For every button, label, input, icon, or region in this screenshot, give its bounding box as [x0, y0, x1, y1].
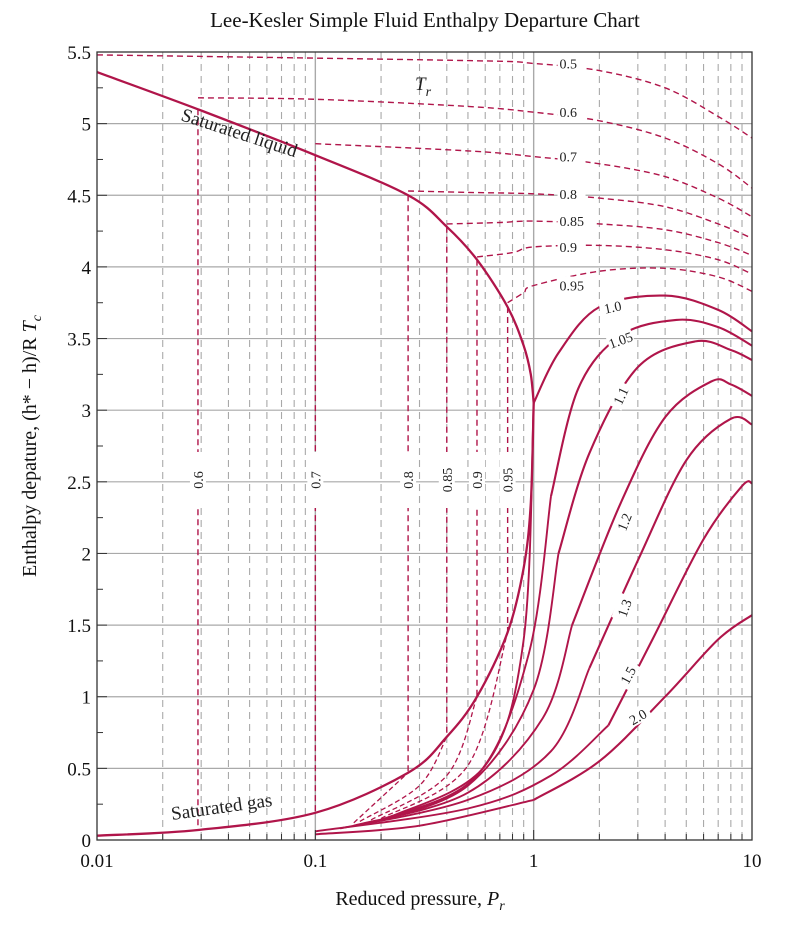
x-axis-label: Reduced pressure, Pr [335, 888, 505, 914]
y-tick-label: 4 [82, 258, 92, 279]
isotherm-label-bg [557, 103, 586, 120]
x-tick-label: 0.01 [80, 851, 113, 872]
isotherm-0.5 [96, 54, 753, 139]
y-axis-label: Enthalpy depature, (h* − h)/R Tc [19, 314, 45, 577]
tr-symbol: Tr [415, 74, 432, 100]
gas-isotherm-0.8 [353, 772, 409, 824]
isotherm-label: 1.2 [615, 512, 635, 534]
y-tick-label: 3.5 [67, 330, 91, 351]
isotherm-1.05 [549, 318, 753, 497]
gas-isotherm-0.85 [359, 736, 448, 822]
isotherm-0.6 [197, 97, 753, 189]
isotherm-label-bg [598, 295, 627, 317]
y-tick-label: 0.5 [67, 759, 91, 780]
vertical-isotherm-label: 0.95 [502, 468, 517, 493]
isotherm-label-bg [557, 237, 586, 254]
y-tick-label: 2 [82, 544, 92, 565]
isotherm-label: 0.7 [560, 151, 578, 166]
isotherm-label: 0.95 [560, 280, 585, 295]
isotherm-0.9 [476, 244, 753, 275]
saturated-gas-label: Saturated gas [170, 790, 274, 825]
saturated-liquid-curve [96, 71, 535, 404]
isotherm-label-bg [557, 184, 586, 201]
y-tick-label: 1.5 [67, 616, 91, 637]
curves [96, 54, 753, 837]
isotherm-label-group: 1.1 [606, 380, 633, 411]
gas-isotherm-0.95 [380, 632, 509, 820]
label-bg [438, 452, 455, 508]
isotherm-label-bg [613, 659, 641, 691]
label-bg [499, 452, 516, 508]
low-pressure-isotherm-1.5 [315, 724, 610, 833]
isotherm-label-bg [557, 147, 586, 164]
isotherm-label: 1.3 [616, 598, 636, 620]
isotherm-label-group: 1.2 [611, 506, 636, 537]
y-tick-label: 0 [82, 831, 92, 852]
x-tick-label: 1 [529, 851, 539, 872]
isotherm-label-bg [611, 592, 636, 623]
isotherm-0.85 [446, 220, 753, 257]
isotherm-label-group: 1.0 [598, 295, 627, 318]
isotherm-label-group: 1.3 [611, 592, 636, 623]
label-bg [468, 452, 485, 508]
low-pressure-isotherm-1.05 [380, 495, 552, 821]
low-pressure-isotherm-2.0 [315, 798, 534, 836]
isotherm-label-bg [605, 327, 636, 352]
isotherm-label: 0.85 [560, 215, 585, 230]
vertical-isotherm-label: 0.85 [441, 468, 456, 493]
isotherm-1.1 [557, 339, 753, 554]
y-tick-label: 5 [82, 115, 92, 136]
curve-labels: 0.6 0.7 0.8 0.85 0.9 0.95 0.5 0.6 0.7 0.8 0.85 0.9 0… [189, 54, 653, 730]
gas-isotherm-0.9 [370, 696, 478, 821]
isotherm-label-bg [557, 54, 586, 71]
isotherm-label: 1.0 [603, 299, 623, 317]
vertical-isotherm-label: 0.6 [192, 471, 207, 489]
isotherm-label: 0.5 [560, 57, 578, 72]
y-tick-label: 3 [82, 401, 92, 422]
isotherm-label-bg [557, 276, 594, 293]
x-tick-label: 10 [743, 851, 762, 872]
low-pressure-isotherm-1.1 [370, 553, 560, 824]
axis-ticks: 0.01 0.1 1 10 0 0.5 1 1.5 2 2.5 3 3.5 4 4.5 5 5.5 [67, 43, 761, 872]
low-pressure-isotherm-1.3 [339, 667, 591, 830]
isotherm-label: 0.9 [560, 241, 578, 256]
isotherm-2.0 [533, 614, 753, 801]
vertical-isotherm-label: 0.9 [471, 471, 486, 489]
vertical-isotherm-label: 0.8 [402, 471, 417, 489]
isotherm-label-group: 2.0 [622, 702, 653, 730]
label-bg [400, 452, 417, 508]
isotherm-label: 1.1 [611, 385, 632, 407]
x-tick-label: 0.1 [303, 851, 327, 872]
isotherm-label-group: 1.5 [613, 659, 641, 691]
chart-title: Lee-Kesler Simple Fluid Enthalpy Departu… [210, 8, 640, 32]
y-tick-label: 5.5 [67, 43, 91, 64]
grid-lines [97, 52, 752, 840]
isotherm-label: 1.5 [618, 665, 639, 687]
isotherm-label-bg [622, 702, 653, 730]
label-bg [189, 452, 206, 508]
plot-frame [96, 51, 753, 841]
vertical-isotherm-label: 0.7 [309, 471, 324, 489]
saturated-gas-curve [96, 402, 535, 837]
isotherm-label-bg [557, 212, 594, 229]
isotherm-label: 0.6 [560, 106, 578, 121]
y-tick-label: 4.5 [67, 186, 91, 207]
isotherm-0.8 [408, 190, 753, 239]
isotherm-label-bg [611, 506, 636, 537]
y-tick-label: 1 [82, 688, 92, 709]
y-tick-label: 2.5 [67, 473, 91, 494]
isotherm-label: 1.05 [607, 330, 635, 352]
isotherm-label: 0.8 [560, 188, 578, 203]
isotherm-label-bg [606, 380, 633, 411]
isotherm-1.2 [571, 378, 753, 626]
isotherm-1.0 [532, 294, 753, 404]
label-bg [307, 452, 324, 508]
